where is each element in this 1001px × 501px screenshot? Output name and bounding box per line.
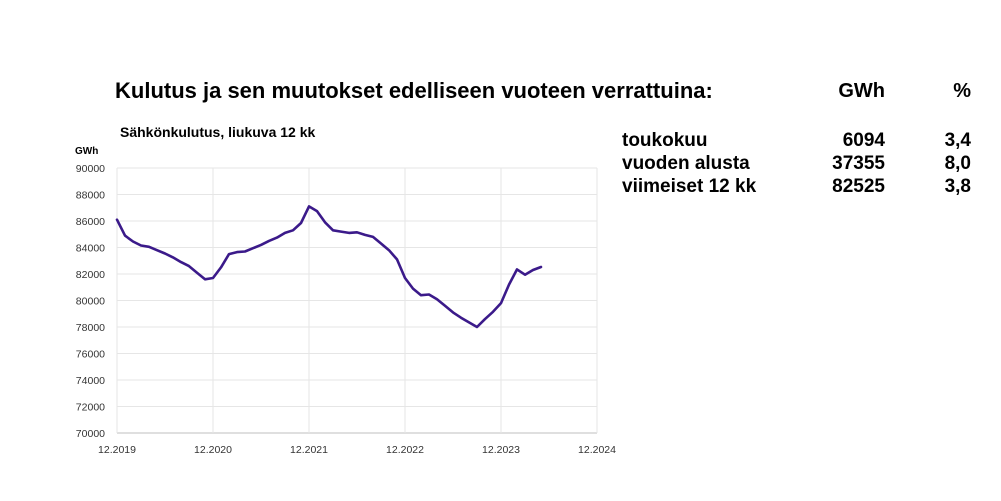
stat-label: viimeiset 12 kk	[622, 176, 757, 197]
y-tick-label: 72000	[76, 402, 105, 414]
x-tick-label: 12.2021	[290, 444, 328, 456]
stat-label: vuoden alusta	[622, 153, 750, 174]
x-tick-label: 12.2023	[482, 444, 520, 456]
stat-gwh-value: 37355	[832, 153, 885, 174]
stats-table: toukokuu 6094 3,4 vuoden alusta 37355 8,…	[622, 130, 974, 199]
stat-row-month: toukokuu 6094 3,4	[622, 130, 974, 153]
page-title: Kulutus ja sen muutokset edelliseen vuot…	[115, 78, 713, 103]
x-tick-label: 12.2019	[98, 444, 136, 456]
y-tick-label: 80000	[76, 296, 105, 308]
stat-gwh-value: 6094	[842, 130, 885, 151]
y-tick-label: 82000	[76, 269, 105, 281]
y-axis-ticks: 70000 72000 74000 76000 78000 80000 82000 84000…	[76, 163, 105, 440]
y-tick-label: 88000	[76, 190, 105, 202]
x-tick-label: 12.2024	[578, 444, 616, 456]
grid	[116, 167, 598, 434]
stat-percent-value: 3,8	[944, 176, 971, 197]
x-tick-label: 12.2022	[386, 444, 424, 456]
stat-label: toukokuu	[622, 130, 708, 151]
y-tick-label: 90000	[76, 163, 105, 175]
stat-percent-value: 8,0	[944, 153, 971, 174]
stat-gwh-value: 82525	[832, 176, 885, 197]
column-header-gwh: GWh	[838, 80, 885, 102]
y-tick-label: 84000	[76, 243, 105, 255]
column-header-percent: %	[953, 80, 971, 102]
y-axis-unit: GWh	[75, 146, 98, 157]
stat-percent-value: 3,4	[944, 130, 971, 151]
stat-row-last-12-months: viimeiset 12 kk 82525 3,8	[622, 176, 974, 199]
y-tick-label: 74000	[76, 375, 105, 387]
y-tick-label: 70000	[76, 428, 105, 440]
y-tick-label: 86000	[76, 216, 105, 228]
chart-title: Sähkönkulutus, liukuva 12 kk	[120, 124, 316, 140]
y-tick-label: 76000	[76, 349, 105, 361]
stat-row-year-to-date: vuoden alusta 37355 8,0	[622, 153, 974, 176]
series-line	[115, 205, 543, 329]
y-tick-label: 78000	[76, 322, 105, 334]
x-tick-label: 12.2020	[194, 444, 232, 456]
x-axis-ticks: 12.2019 12.2020 12.2021 12.2022 12.2023 12.20…	[98, 444, 616, 456]
